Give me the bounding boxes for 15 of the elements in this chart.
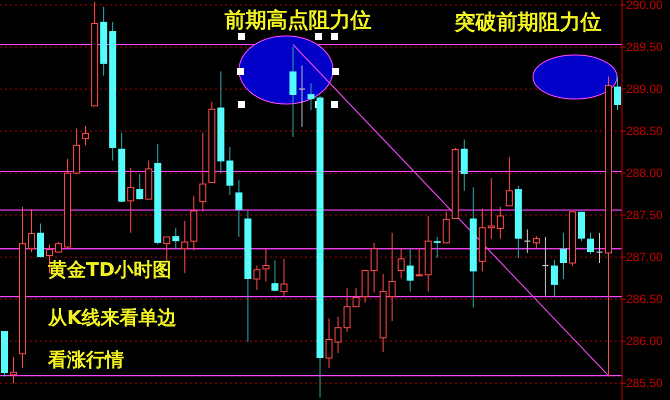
annotation: 从K线来看单边 [48, 307, 177, 329]
annotation: 看涨行情 [48, 349, 124, 371]
y-tick-label: 286.50 [626, 292, 664, 306]
y-tick-label: 287.00 [626, 250, 664, 264]
y-tick-label: 288.50 [626, 124, 664, 138]
annotation: 黄金TD小时图 [48, 259, 172, 281]
y-tick-label: 289.50 [626, 40, 664, 54]
y-tick-label: 289.00 [626, 82, 664, 96]
y-tick-label: 288.00 [626, 166, 664, 180]
y-tick-label: 287.50 [626, 208, 664, 222]
annotation: 前期高点阻力位 [224, 8, 372, 32]
y-tick-label: 290.00 [626, 0, 664, 12]
y-tick-label: 286.00 [626, 334, 664, 348]
y-tick-label: 285.50 [626, 376, 664, 390]
annotation: 突破前期阻力位 [454, 10, 602, 34]
